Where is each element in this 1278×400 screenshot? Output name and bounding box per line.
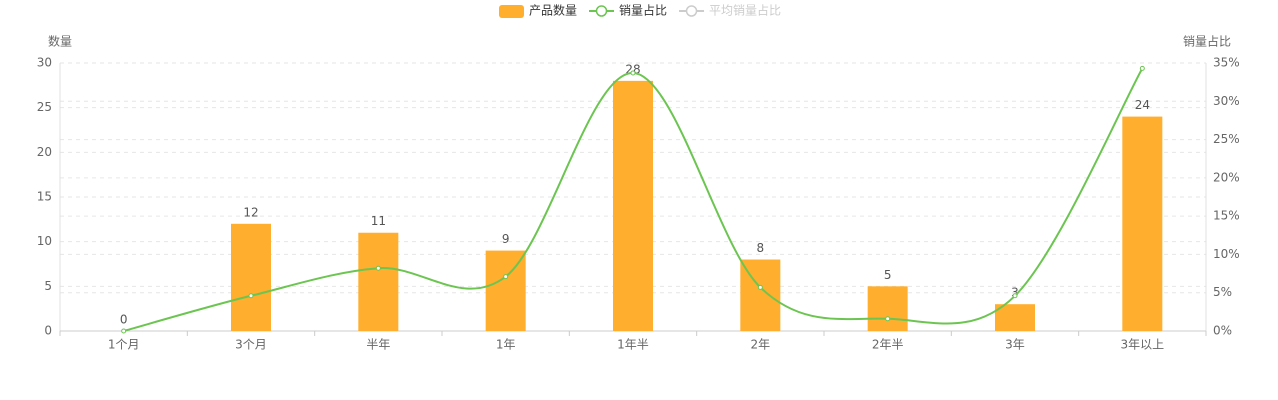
bar [613,80,653,331]
line-point [248,293,254,299]
y-tick-label: 0 [44,324,52,338]
x-tick-label: 2年 [751,338,771,352]
line-point [1012,293,1018,299]
bar-value-label: 8 [757,241,765,255]
bar [867,286,908,331]
y2-tick-label: 35% [1213,56,1240,70]
y2-axis-title: 销量占比 [1183,34,1231,49]
bar-value-label: 9 [502,232,510,246]
line [123,67,1144,332]
x-tick-label: 3个月 [235,338,267,352]
legend-label[interactable]: 产品数量 [529,3,577,18]
bar [485,250,526,331]
legend-label[interactable]: 销量占比 [619,3,667,18]
x-tick-label: 2年半 [872,338,904,352]
bar-value-label: 3 [1011,286,1019,300]
line-point [630,70,636,76]
x-tick-label: 半年 [366,338,390,352]
legend-swatch[interactable] [499,5,524,18]
line-point [503,274,509,280]
line-point [121,328,127,334]
y2-tick-label: 15% [1213,209,1240,223]
y-tick-label: 25 [37,100,52,114]
x-tick-label: 3年 [1005,338,1025,352]
line-point [757,284,763,290]
y-tick-label: 10 [37,234,52,248]
bar [231,223,271,331]
y2-tick-label: 20% [1213,170,1240,184]
bar [995,304,1035,331]
legend-swatch[interactable] [685,5,698,17]
legend-swatch[interactable] [595,5,608,17]
x-tick-label: 1年 [496,338,516,352]
y2-tick-label: 0% [1213,324,1232,338]
y-axis-title: 数量 [48,34,72,49]
y2-tick-label: 5% [1213,285,1232,299]
y2-tick-label: 25% [1213,132,1240,146]
bar-value-label: 12 [243,205,258,219]
bar-value-label: 24 [1135,98,1150,112]
x-tick-label: 1年半 [617,338,649,352]
y2-tick-label: 30% [1213,94,1240,108]
bar [1122,116,1163,331]
y-tick-label: 5 [44,279,52,293]
x-tick-label: 3年以上 [1121,338,1165,352]
bar [358,232,399,331]
y-tick-label: 15 [37,190,52,204]
legend-label[interactable]: 平均销量占比 [709,3,781,18]
bar-value-label: 11 [371,214,386,228]
y2-tick-label: 10% [1213,247,1240,261]
bar-value-label: 5 [884,268,892,282]
bar-value-label: 0 [120,313,128,327]
line-point [375,265,381,271]
line-point [885,316,891,322]
y-tick-label: 30 [37,56,52,70]
y-tick-label: 20 [37,145,52,159]
x-tick-label: 1个月 [108,338,140,352]
line-point [1139,65,1145,71]
